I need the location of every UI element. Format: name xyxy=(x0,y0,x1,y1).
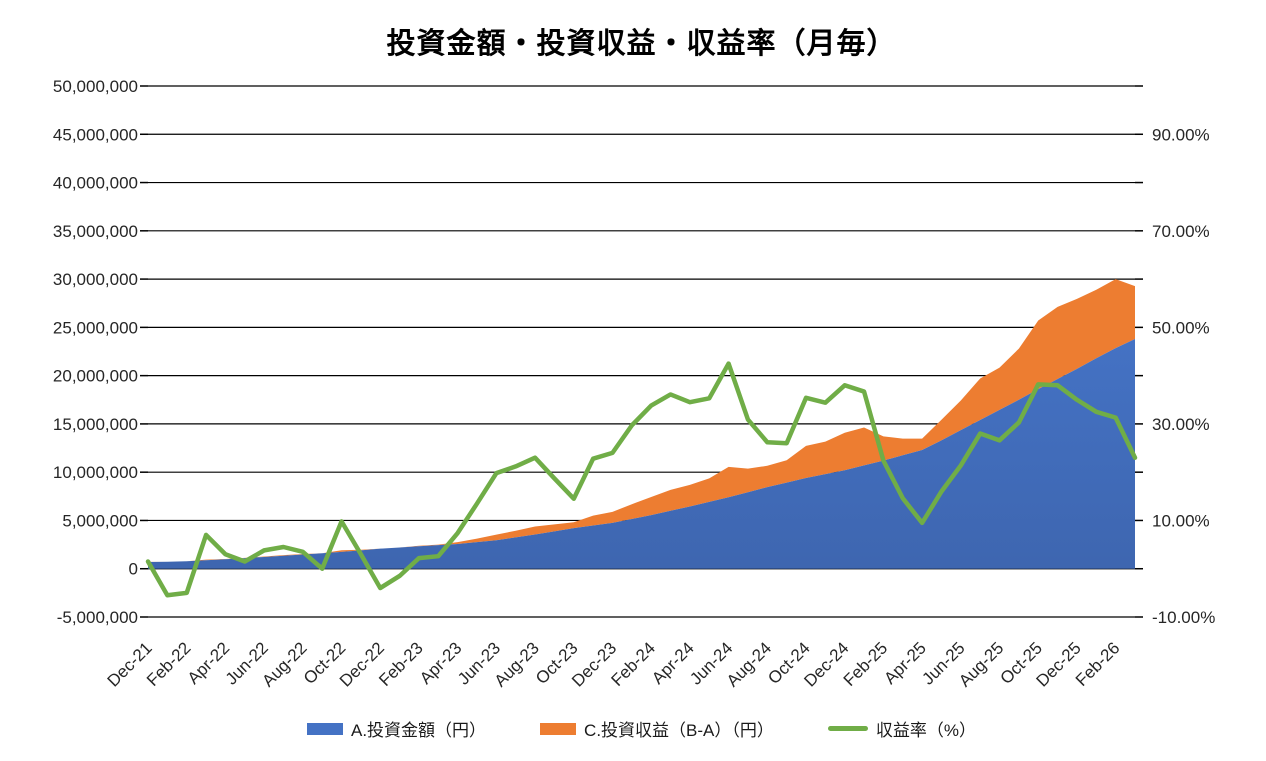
legend-item-invested: A.投資金額（円） xyxy=(306,716,487,741)
legend-label-profit: C.投資収益（B-A）（円） xyxy=(584,721,774,740)
legend-item-rate: 収益率（%） xyxy=(827,716,977,741)
right-axis-tick-label: -10.00% xyxy=(1152,608,1215,627)
left-axis-tick-label: 10,000,000 xyxy=(53,463,138,482)
profit-area-series xyxy=(148,279,1135,562)
rate-line-series xyxy=(145,361,1138,598)
right-axis-tick-label: 70.00% xyxy=(1152,222,1210,241)
chart-legend: A.投資金額（円） C.投資収益（B-A）（円） 収益率（%） xyxy=(148,716,1135,741)
x-axis-tick-label: Feb-26 xyxy=(1072,638,1124,690)
legend-label-rate: 収益率（%） xyxy=(875,721,977,740)
left-axis-tick-label: 20,000,000 xyxy=(53,367,138,386)
left-axis-tick-label: 40,000,000 xyxy=(53,174,138,193)
left-axis-tick-label: 45,000,000 xyxy=(53,125,138,144)
left-axis-tick-label: -5,000,000 xyxy=(57,608,138,627)
left-axis-tick-label: 5,000,000 xyxy=(62,511,138,530)
invested-area-series xyxy=(148,338,1135,569)
left-axis-tick-label: 15,000,000 xyxy=(53,415,138,434)
right-axis-tick-label: 30.00% xyxy=(1152,415,1210,434)
left-axis-tick-label: 30,000,000 xyxy=(53,270,138,289)
left-axis-labels: 50,000,000 45,000,000 40,000,000 35,000,000… xyxy=(53,77,138,627)
right-axis-tick-label: 90.00% xyxy=(1152,125,1210,144)
invested-area-swatch xyxy=(306,722,343,735)
chart-title: 投資金額・投資収益・収益率（月毎） xyxy=(386,28,897,60)
x-axis-tick-label: Feb-24 xyxy=(607,638,659,690)
right-axis-labels: 90.00% 70.00% 50.00% 30.00% 10.00% -10.00% xyxy=(1152,125,1215,627)
x-axis-tick-label: Feb-22 xyxy=(143,638,195,690)
left-axis-tick-label: 35,000,000 xyxy=(53,222,138,241)
legend-label-invested: A.投資金額（円） xyxy=(350,721,487,740)
right-axis-tick-label: 10.00% xyxy=(1152,511,1210,530)
x-axis-tick-label: Feb-23 xyxy=(375,638,427,690)
profit-area-swatch xyxy=(540,722,577,735)
legend-item-profit: C.投資収益（B-A）（円） xyxy=(540,716,774,741)
left-axis-tick-label: 25,000,000 xyxy=(53,318,138,337)
left-axis-tick-label: 0 xyxy=(129,560,138,579)
right-axis-tick-label: 50.00% xyxy=(1152,318,1210,337)
left-axis-tick-label: 50,000,000 xyxy=(53,77,138,96)
x-axis-labels: Dec-21Feb-22Apr-22Jun-22Aug-22Oct-22Dec-… xyxy=(104,638,1124,690)
x-axis-tick-label: Feb-25 xyxy=(840,638,892,690)
rate-line-swatch xyxy=(827,726,868,731)
